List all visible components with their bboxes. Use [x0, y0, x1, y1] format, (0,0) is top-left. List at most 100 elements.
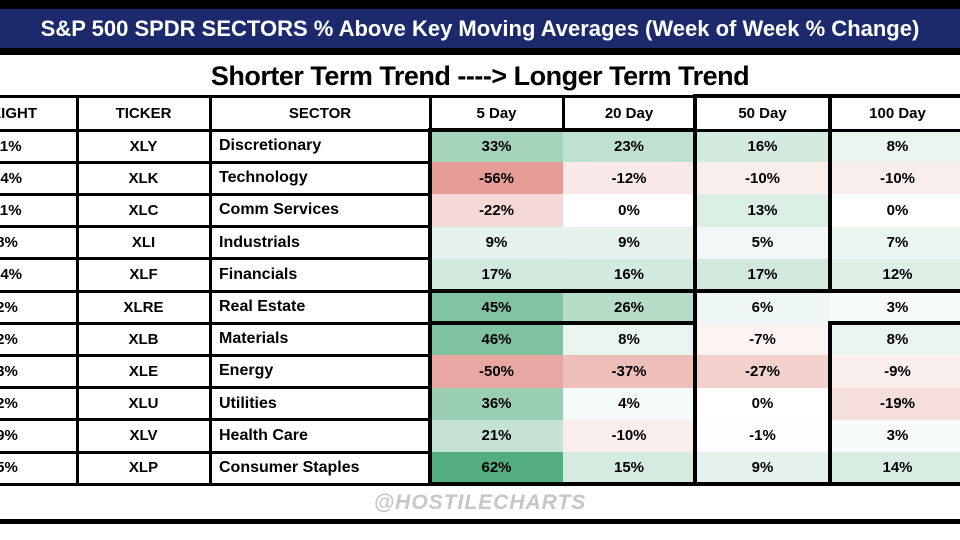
- value-cell-d20: 8%: [563, 323, 695, 356]
- sector-cell: Industrials: [210, 226, 430, 259]
- ticker-cell: XLP: [77, 451, 210, 485]
- weight-cell: 5%: [0, 451, 77, 485]
- ticker-cell: XLRE: [77, 290, 210, 324]
- sector-cell: Financials: [210, 258, 430, 291]
- sector-cell: Health Care: [210, 419, 430, 452]
- value-cell-d5: -56%: [430, 162, 563, 195]
- page-title: S&P 500 SPDR SECTORS % Above Key Moving …: [40, 16, 920, 41]
- ticker-cell: XLY: [77, 130, 210, 163]
- ticker-cell: XLC: [77, 194, 210, 227]
- value-cell-d50: -10%: [695, 162, 830, 195]
- value-cell-d100: -9%: [830, 355, 960, 388]
- value-cell-d5: 33%: [430, 130, 563, 163]
- value-cell-d100: 14%: [830, 451, 960, 485]
- value-cell-d50: -7%: [695, 323, 830, 356]
- weight-cell: 9%: [0, 419, 77, 452]
- subtitle-trend-direction: Shorter Term Trend ----> Longer Term Tre…: [210, 60, 750, 91]
- ticker-cell: XLE: [77, 355, 210, 388]
- value-cell-d50: 6%: [695, 290, 830, 324]
- bottom-border: [0, 519, 960, 524]
- value-cell-d5: 62%: [430, 451, 563, 485]
- watermark-credit: @HOSTILECHARTS: [373, 491, 587, 514]
- sector-cell: Real Estate: [210, 290, 430, 324]
- value-cell-d20: 16%: [563, 258, 695, 291]
- banner-top-border: [0, 0, 960, 9]
- column-header-20day: 20 Day: [563, 96, 695, 130]
- value-cell-d100: 3%: [830, 290, 960, 324]
- value-cell-d5: 21%: [430, 419, 563, 452]
- value-cell-d100: -10%: [830, 162, 960, 195]
- divider-line: [0, 289, 430, 293]
- divider-line: [693, 482, 832, 487]
- weight-cell: 34%: [0, 162, 77, 195]
- weight-cell: 2%: [0, 290, 77, 324]
- column-header-ticker: TICKER: [77, 96, 210, 130]
- sector-cell: Consumer Staples: [210, 451, 430, 485]
- column-header-weight: WEIGHT: [0, 96, 77, 130]
- weight-cell: 3%: [0, 355, 77, 388]
- ticker-cell: XLF: [77, 258, 210, 291]
- value-cell-d20: 23%: [563, 130, 695, 163]
- weight-cell: 8%: [0, 226, 77, 259]
- weight-cell: 2%: [0, 323, 77, 356]
- weight-cell: 2%: [0, 387, 77, 420]
- value-cell-d20: 0%: [563, 194, 695, 227]
- divider-line: [0, 257, 430, 261]
- value-cell-d100: 12%: [830, 258, 960, 291]
- divider-line: [0, 386, 430, 390]
- value-cell-d100: 7%: [830, 226, 960, 259]
- divider-line: [0, 128, 960, 132]
- value-cell-d20: -10%: [563, 419, 695, 452]
- weight-cell: 14%: [0, 258, 77, 291]
- value-cell-d20: -12%: [563, 162, 695, 195]
- sector-cell: Discretionary: [210, 130, 430, 163]
- value-cell-d100: 8%: [830, 130, 960, 163]
- weight-cell: 11%: [0, 194, 77, 227]
- divider-line: [0, 94, 960, 98]
- divider-line: [0, 450, 430, 454]
- value-cell-d50: 13%: [695, 194, 830, 227]
- value-cell-d50: 9%: [695, 451, 830, 485]
- sector-table-grid: WEIGHT TICKER SECTOR 5 Day 20 Day 50 Day…: [0, 96, 960, 485]
- ticker-cell: XLU: [77, 387, 210, 420]
- banner-bottom-border: [0, 48, 960, 55]
- ticker-cell: XLI: [77, 226, 210, 259]
- value-cell-d50: -1%: [695, 419, 830, 452]
- sector-cell: Technology: [210, 162, 430, 195]
- column-header-100day: 100 Day: [830, 96, 960, 130]
- column-header-50day: 50 Day: [695, 96, 830, 130]
- value-cell-d100: -19%: [830, 387, 960, 420]
- value-cell-d20: 4%: [563, 387, 695, 420]
- value-cell-d5: 36%: [430, 387, 563, 420]
- column-header-sector: SECTOR: [210, 96, 430, 130]
- divider-line: [0, 482, 431, 486]
- divider-line: [0, 321, 430, 325]
- ticker-cell: XLB: [77, 323, 210, 356]
- value-cell-d100: 0%: [830, 194, 960, 227]
- weight-cell: 11%: [0, 130, 77, 163]
- value-cell-d20: 15%: [563, 451, 695, 485]
- value-cell-d50: 5%: [695, 226, 830, 259]
- divider-line: [0, 160, 430, 164]
- ticker-cell: XLV: [77, 419, 210, 452]
- value-cell-d5: 45%: [430, 290, 563, 324]
- divider-line: [561, 96, 565, 130]
- value-cell-d50: -27%: [695, 355, 830, 388]
- value-cell-d50: 17%: [695, 258, 830, 291]
- value-cell-d100: 8%: [830, 323, 960, 356]
- value-cell-d100: 3%: [830, 419, 960, 452]
- value-cell-d5: -22%: [430, 194, 563, 227]
- title-banner: S&P 500 SPDR SECTORS % Above Key Moving …: [0, 9, 960, 48]
- sector-cell: Utilities: [210, 387, 430, 420]
- value-cell-d5: 46%: [430, 323, 563, 356]
- value-cell-d20: 26%: [563, 290, 695, 324]
- sector-cell: Comm Services: [210, 194, 430, 227]
- value-cell-d50: 16%: [695, 130, 830, 163]
- divider-line: [0, 225, 430, 229]
- sector-cell: Energy: [210, 355, 430, 388]
- value-cell-d50: 0%: [695, 387, 830, 420]
- divider-line: [0, 353, 430, 357]
- column-header-5day: 5 Day: [430, 96, 563, 130]
- divider-line: [0, 192, 430, 196]
